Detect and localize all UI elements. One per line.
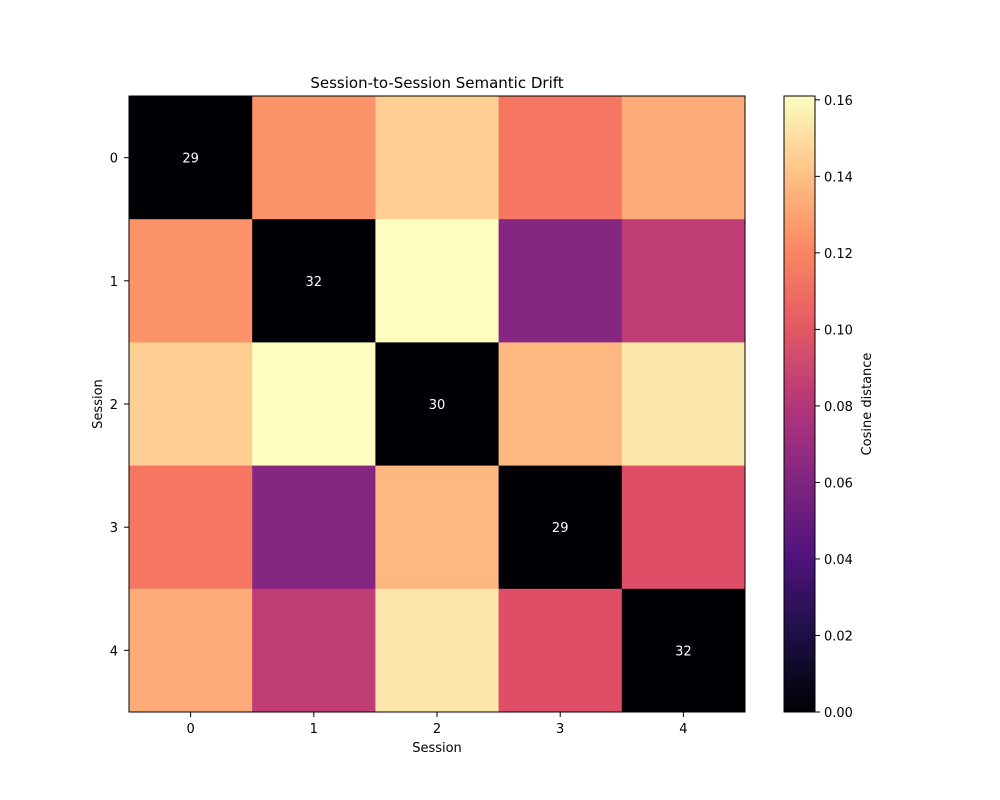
cell-annotation: 32 xyxy=(675,644,692,659)
cell-annotation: 29 xyxy=(552,521,569,536)
x-axis-label: Session xyxy=(412,741,462,756)
heatmap-cell-r0-c4 xyxy=(621,96,746,220)
colorbar-tick-label: 0.12 xyxy=(824,247,853,262)
heatmap-cell-r1-c1 xyxy=(252,219,376,343)
heatmap-annotations: 29 32 30 29 32 xyxy=(182,152,691,660)
chart-title: Session-to-Session Semantic Drift xyxy=(310,74,563,92)
heatmap-cell-r3-c0 xyxy=(129,465,253,590)
y-tick-label: 3 xyxy=(110,521,118,536)
heatmap-cell-r3-c4 xyxy=(621,465,746,590)
x-tick-label: 3 xyxy=(556,722,564,737)
heatmap-cells xyxy=(129,96,746,713)
heatmap-cell-r3-c2 xyxy=(375,465,500,590)
x-tick-label: 2 xyxy=(433,722,441,737)
heatmap-cell-r4-c0 xyxy=(129,588,253,713)
heatmap-cell-r4-c2 xyxy=(375,588,500,713)
heatmap-cell-r2-c4 xyxy=(621,342,746,467)
heatmap-cell-r0-c1 xyxy=(252,96,376,220)
cell-annotation: 29 xyxy=(182,152,199,167)
heatmap-cell-r2-c1 xyxy=(252,342,376,467)
colorbar-tick-label: 0.02 xyxy=(824,629,853,644)
cell-annotation: 30 xyxy=(429,398,446,413)
colorbar-tick-label: 0.06 xyxy=(824,476,853,491)
heatmap-cell-r1-c0 xyxy=(129,219,253,343)
colorbar-ticks: 0.00 0.02 0.04 0.06 0.08 0.10 0.12 0.14 0.16 xyxy=(815,94,853,721)
colorbar-tick-label: 0.00 xyxy=(824,706,853,721)
colorbar-label: Cosine distance xyxy=(860,353,875,456)
heatmap-cell-r3-c1 xyxy=(252,465,376,590)
colorbar xyxy=(783,95,816,713)
colorbar-tick-label: 0.08 xyxy=(824,400,853,415)
heatmap-cell-r0-c0 xyxy=(129,96,253,220)
y-axis-ticks: 0 1 2 3 4 xyxy=(110,152,129,659)
y-tick-label: 2 xyxy=(110,398,118,413)
y-axis-label: Session xyxy=(91,379,106,429)
x-tick-label: 0 xyxy=(186,722,194,737)
colorbar-tick-label: 0.04 xyxy=(824,553,853,568)
y-tick-label: 0 xyxy=(110,152,118,167)
colorbar-tick-label: 0.16 xyxy=(824,94,853,109)
x-axis-ticks: 0 1 2 3 4 xyxy=(186,712,688,737)
heatmap-cell-r0-c3 xyxy=(498,96,623,220)
colorbar-tick-label: 0.10 xyxy=(824,323,853,338)
x-tick-label: 1 xyxy=(310,722,318,737)
heatmap-cell-r2-c2 xyxy=(375,342,500,467)
heatmap-cell-r1-c2 xyxy=(375,219,500,343)
cell-annotation: 32 xyxy=(306,275,323,290)
heatmap-cell-r3-c3 xyxy=(498,465,623,590)
heatmap-cell-r1-c4 xyxy=(621,219,746,343)
heatmap-cell-r2-c0 xyxy=(129,342,253,467)
y-tick-label: 4 xyxy=(110,644,118,659)
heatmap-cell-r4-c3 xyxy=(498,588,623,713)
colorbar-tick-label: 0.14 xyxy=(824,170,853,185)
heatmap-cell-r0-c2 xyxy=(375,96,500,220)
heatmap-cell-r4-c4 xyxy=(621,588,746,713)
y-tick-label: 1 xyxy=(110,275,118,290)
heatmap-cell-r2-c3 xyxy=(498,342,623,467)
heatmap-cell-r1-c3 xyxy=(498,219,623,343)
x-tick-label: 4 xyxy=(679,722,687,737)
heatmap-cell-r4-c1 xyxy=(252,588,376,713)
